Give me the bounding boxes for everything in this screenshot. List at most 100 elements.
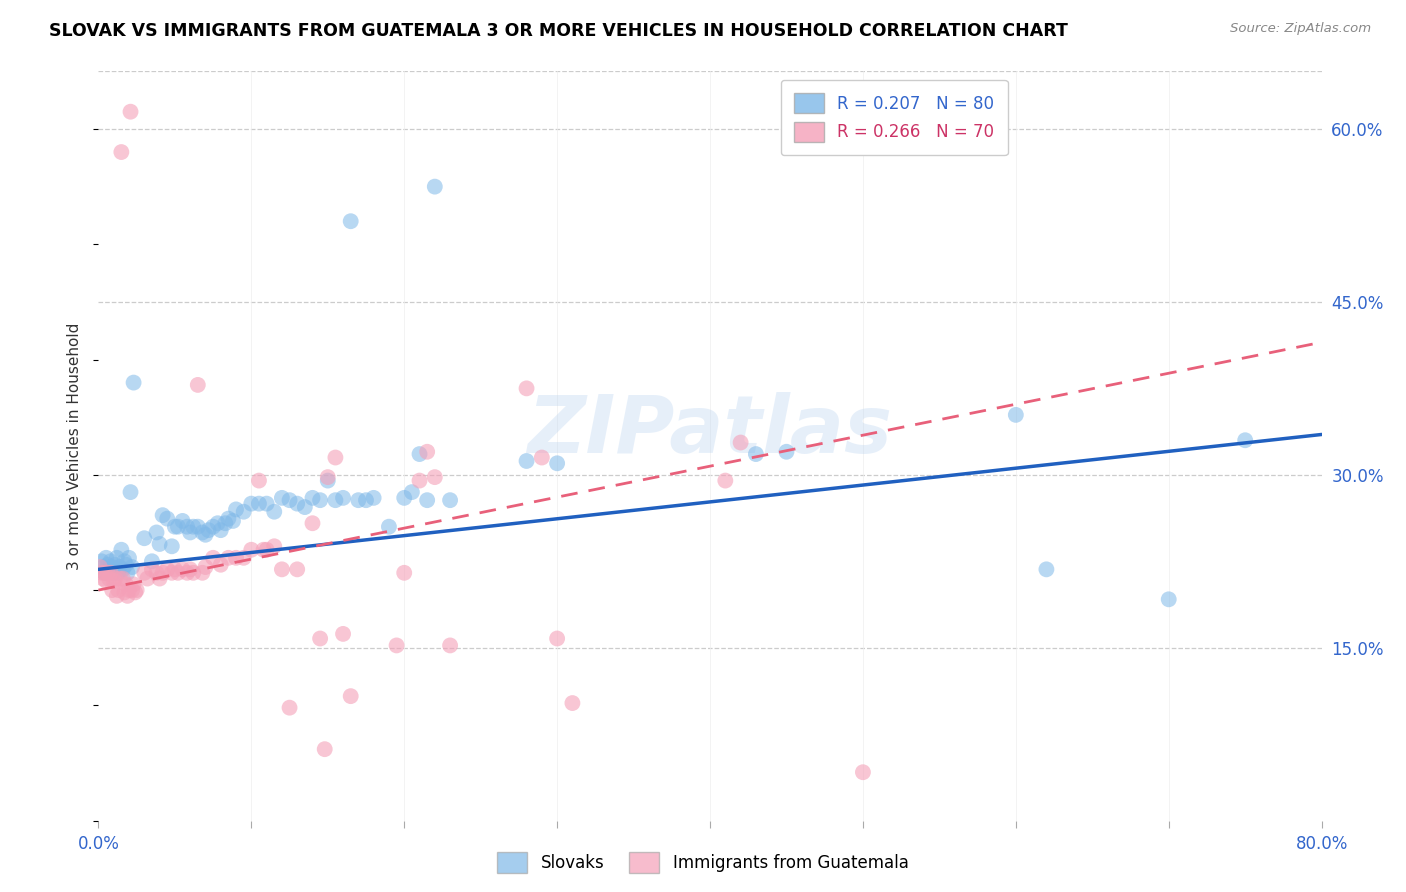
Point <box>111 562 134 576</box>
Point <box>181 519 204 533</box>
Point <box>240 542 263 557</box>
Point <box>167 566 190 580</box>
Point <box>516 454 538 468</box>
Point <box>301 491 323 505</box>
Point <box>100 566 122 580</box>
Point <box>378 519 401 533</box>
Point <box>145 566 167 580</box>
Point <box>149 537 172 551</box>
Point <box>309 632 332 646</box>
Point <box>316 470 339 484</box>
Point <box>103 574 125 588</box>
Point <box>118 550 141 565</box>
Point <box>125 583 148 598</box>
Point <box>91 572 114 586</box>
Point <box>202 519 225 533</box>
Point <box>108 572 131 586</box>
Point <box>222 514 245 528</box>
Point <box>118 583 141 598</box>
Point <box>401 485 423 500</box>
Text: SLOVAK VS IMMIGRANTS FROM GUATEMALA 3 OR MORE VEHICLES IN HOUSEHOLD CORRELATION : SLOVAK VS IMMIGRANTS FROM GUATEMALA 3 OR… <box>49 22 1069 40</box>
Point <box>176 566 198 580</box>
Point <box>232 505 254 519</box>
Point <box>207 516 229 531</box>
Point <box>217 550 239 565</box>
Point <box>285 562 308 576</box>
Point <box>546 456 568 470</box>
Point <box>94 574 117 588</box>
Point <box>172 562 194 576</box>
Point <box>136 572 159 586</box>
Point <box>325 493 347 508</box>
Point <box>256 542 278 557</box>
Point <box>110 145 132 159</box>
Point <box>530 450 553 465</box>
Point <box>97 566 120 580</box>
Point <box>278 700 301 714</box>
Point <box>93 566 115 580</box>
Point <box>134 531 156 545</box>
Point <box>141 554 163 568</box>
Point <box>316 474 339 488</box>
Point <box>363 491 385 505</box>
Point <box>117 566 139 580</box>
Point <box>423 470 446 484</box>
Point <box>172 514 194 528</box>
Point <box>101 560 124 574</box>
Point <box>91 560 114 574</box>
Point <box>263 505 285 519</box>
Point <box>100 554 122 568</box>
Point <box>163 519 186 533</box>
Point <box>179 525 201 540</box>
Point <box>332 491 354 505</box>
Point <box>110 542 132 557</box>
Point <box>108 560 131 574</box>
Point <box>176 519 198 533</box>
Point <box>187 519 209 533</box>
Point <box>325 450 347 465</box>
Point <box>240 497 263 511</box>
Point <box>103 566 125 580</box>
Point <box>263 539 285 553</box>
Point <box>149 572 172 586</box>
Point <box>225 550 247 565</box>
Point <box>309 493 332 508</box>
Point <box>256 497 278 511</box>
Point <box>278 493 301 508</box>
Point <box>167 519 190 533</box>
Point <box>120 485 142 500</box>
Point <box>247 497 270 511</box>
Point <box>112 554 135 568</box>
Point <box>209 558 232 572</box>
Point <box>339 689 361 703</box>
Point <box>112 585 135 599</box>
Point <box>194 528 217 542</box>
Point <box>1004 408 1026 422</box>
Point <box>516 381 538 395</box>
Point <box>232 550 254 565</box>
Point <box>714 474 737 488</box>
Legend: R = 0.207   N = 80, R = 0.266   N = 70: R = 0.207 N = 80, R = 0.266 N = 70 <box>780 79 1008 155</box>
Point <box>121 583 143 598</box>
Point <box>97 558 120 572</box>
Point <box>408 447 430 461</box>
Point <box>385 639 408 653</box>
Point <box>94 550 117 565</box>
Point <box>194 560 217 574</box>
Point <box>270 562 292 576</box>
Point <box>122 577 145 591</box>
Point <box>152 508 174 523</box>
Point <box>90 566 112 580</box>
Point <box>90 554 112 568</box>
Point <box>156 562 179 576</box>
Y-axis label: 3 or more Vehicles in Household: 3 or more Vehicles in Household <box>67 322 83 570</box>
Point <box>163 562 186 576</box>
Point <box>339 214 361 228</box>
Point <box>354 493 377 508</box>
Point <box>225 502 247 516</box>
Point <box>1157 592 1180 607</box>
Point <box>124 585 146 599</box>
Point <box>439 493 461 508</box>
Point <box>105 589 128 603</box>
Point <box>332 627 354 641</box>
